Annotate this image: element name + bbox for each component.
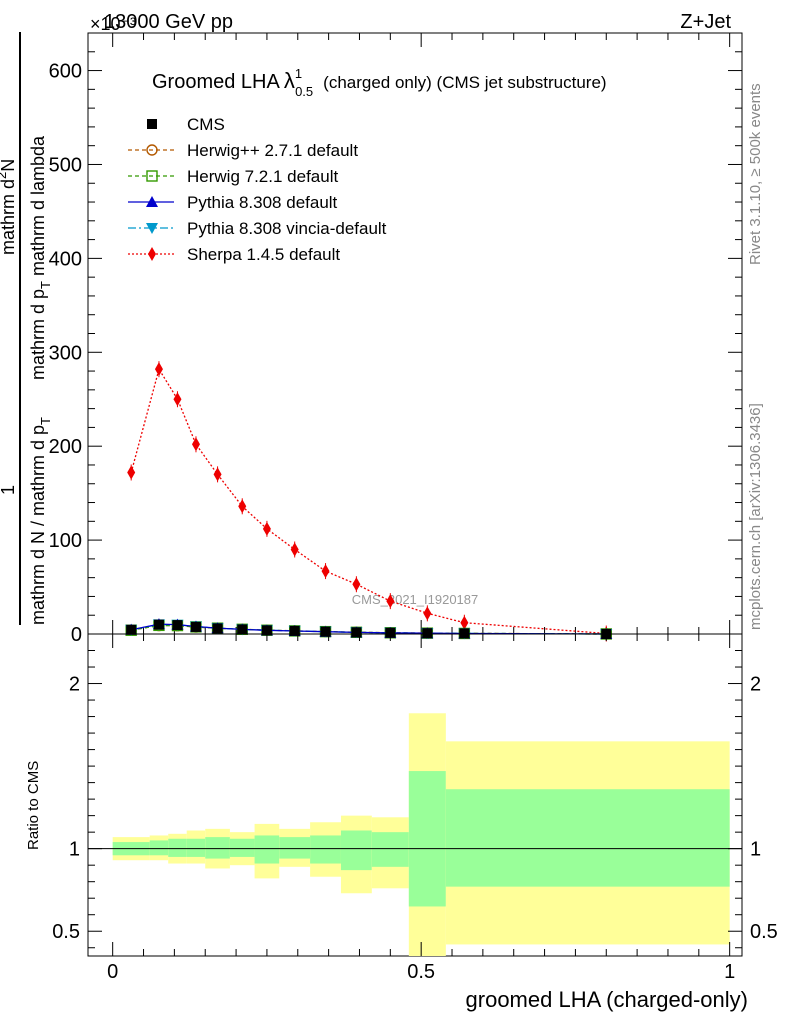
legend-item-sherpa: Sherpa 1.4.5 default [128, 245, 340, 264]
series-layer [125, 361, 613, 642]
data-point-cms [351, 627, 362, 638]
data-point-sherpa [321, 564, 330, 579]
rivet-label: Rivet 3.1.10, ≥ 500k events [747, 83, 764, 265]
data-point-sherpa [154, 362, 163, 377]
main-y-tick-label: 100 [49, 530, 82, 552]
series-line-pythia [131, 623, 607, 635]
ratio-y-tick-label-right: 2 [750, 674, 761, 696]
legend-label-pythia: Pythia 8.308 default [187, 193, 338, 212]
x-axis-label: groomed LHA (charged-only) [466, 987, 748, 1012]
ratio-x-ticks: 0 0.5 1 [107, 634, 735, 983]
ylabel-numerator-bottom: mathrm d pT mathrm d lambda [28, 135, 53, 380]
x-tick-label: 1 [724, 961, 735, 983]
main-y-axis-label: mathrm d N / mathrm d pT 1 mathrm d2N ma… [0, 32, 53, 625]
ratio-band-inner [186, 838, 206, 857]
data-point-cms [212, 623, 223, 634]
ratio-y-tick-label-left: 2 [69, 674, 80, 696]
x-tick-label: 0 [107, 961, 118, 983]
main-y-tick-label: 300 [49, 342, 82, 364]
data-point-sherpa [460, 615, 469, 630]
ratio-band-inner [445, 789, 730, 887]
ratio-y-tick-label-left: 1 [69, 839, 80, 861]
main-y-tick-label: 600 [49, 61, 82, 83]
data-point-cms [190, 621, 201, 632]
legend-item-cms: CMS [147, 115, 225, 134]
data-point-cms [385, 627, 396, 638]
ratio-band-inner [310, 835, 341, 864]
main-y-tick-label: 200 [49, 436, 82, 458]
ratio-y-tick-label-left: 0.5 [52, 921, 80, 943]
legend-marker-pythia [146, 196, 158, 207]
series-sherpa [127, 361, 611, 642]
ylabel-numerator-top: mathrm d2N [0, 159, 18, 255]
data-point-cms [153, 619, 164, 630]
ratio-band-inner [254, 835, 280, 864]
main-y-tick-label: 400 [49, 248, 82, 270]
data-point-sherpa [238, 499, 247, 514]
ratio-band-inner [408, 771, 446, 907]
series-cms [126, 619, 612, 639]
ratio-y-ticks: 0.5 0.5 1 1 2 2 [52, 650, 778, 949]
ratio-band-inner [205, 837, 230, 859]
mcplots-label: mcplots.cern.ch [arXiv:1306.3436] [747, 403, 764, 630]
legend-marker-herwigpp [146, 144, 158, 156]
legend-label-cms: CMS [187, 115, 225, 134]
data-point-cms [261, 625, 272, 636]
y-exponent-label: ×10⁻³ [90, 14, 136, 34]
data-point-cms [459, 628, 470, 639]
legend-item-pythia: Pythia 8.308 default [128, 193, 338, 212]
legend-label-herwig7: Herwig 7.2.1 default [187, 167, 338, 186]
legend-label-vincia: Pythia 8.308 vincia-default [187, 219, 387, 238]
main-y-ticks: 0 100 200 300 400 500 600 [49, 32, 742, 646]
legend-item-vincia: Pythia 8.308 vincia-default [128, 219, 387, 238]
ylabel-one: 1 [0, 485, 18, 495]
data-point-cms [320, 626, 331, 637]
ratio-band-inner [149, 840, 169, 856]
legend-marker-herwig7 [146, 170, 158, 182]
ratio-y-tick-label-right: 1 [750, 839, 761, 861]
ratio-band-inner [168, 838, 187, 857]
ratio-y-label: Ratio to CMS [25, 761, 42, 850]
data-point-sherpa [191, 437, 200, 452]
ratio-band-inner [340, 830, 372, 871]
ratio-band-inner [279, 837, 311, 859]
legend-item-herwigpp: Herwig++ 2.7.1 default [128, 141, 358, 160]
data-point-sherpa [423, 606, 432, 621]
energy-label: 13000 GeV pp [104, 11, 233, 33]
chart-title: Groomed LHA λ1 0.5 (charged only) (CMS jet … [152, 66, 607, 99]
data-point-sherpa [262, 521, 271, 536]
data-point-sherpa [127, 465, 136, 480]
legend-label-herwigpp: Herwig++ 2.7.1 default [187, 141, 358, 160]
legend-marker-sherpa [148, 247, 156, 261]
data-point-cms [172, 620, 183, 631]
legend: CMS Herwig++ 2.7.1 default Herwig 7.2.1 de… [128, 115, 387, 264]
main-y-tick-label: 0 [71, 624, 82, 646]
x-tick-label: 0.5 [407, 961, 435, 983]
ratio-y-tick-label-right: 0.5 [750, 921, 778, 943]
data-point-sherpa [213, 467, 222, 482]
analysis-tag: CMS_2021_I1920187 [352, 592, 479, 607]
series-line-sherpa [130, 367, 607, 635]
legend-marker-vincia [146, 223, 158, 234]
main-y-tick-label: 500 [49, 154, 82, 176]
data-point-cms [422, 628, 433, 639]
ylabel-denominator: mathrm d N / mathrm d pT [28, 417, 53, 625]
data-point-sherpa [290, 542, 299, 557]
data-point-cms [289, 625, 300, 636]
legend-item-herwig7: Herwig 7.2.1 default [128, 167, 338, 186]
ratio-band-inner [371, 832, 409, 867]
data-point-cms [126, 624, 137, 635]
legend-marker-cms [147, 119, 157, 129]
main-x-ticks [112, 33, 731, 634]
data-point-cms [237, 624, 248, 635]
data-point-sherpa [173, 392, 182, 407]
ratio-band-inner [229, 838, 255, 857]
ratio-bands [88, 713, 742, 956]
legend-label-sherpa: Sherpa 1.4.5 default [187, 245, 340, 264]
process-label: Z+Jet [680, 11, 731, 33]
data-point-sherpa [386, 594, 395, 609]
data-point-sherpa [352, 577, 361, 592]
